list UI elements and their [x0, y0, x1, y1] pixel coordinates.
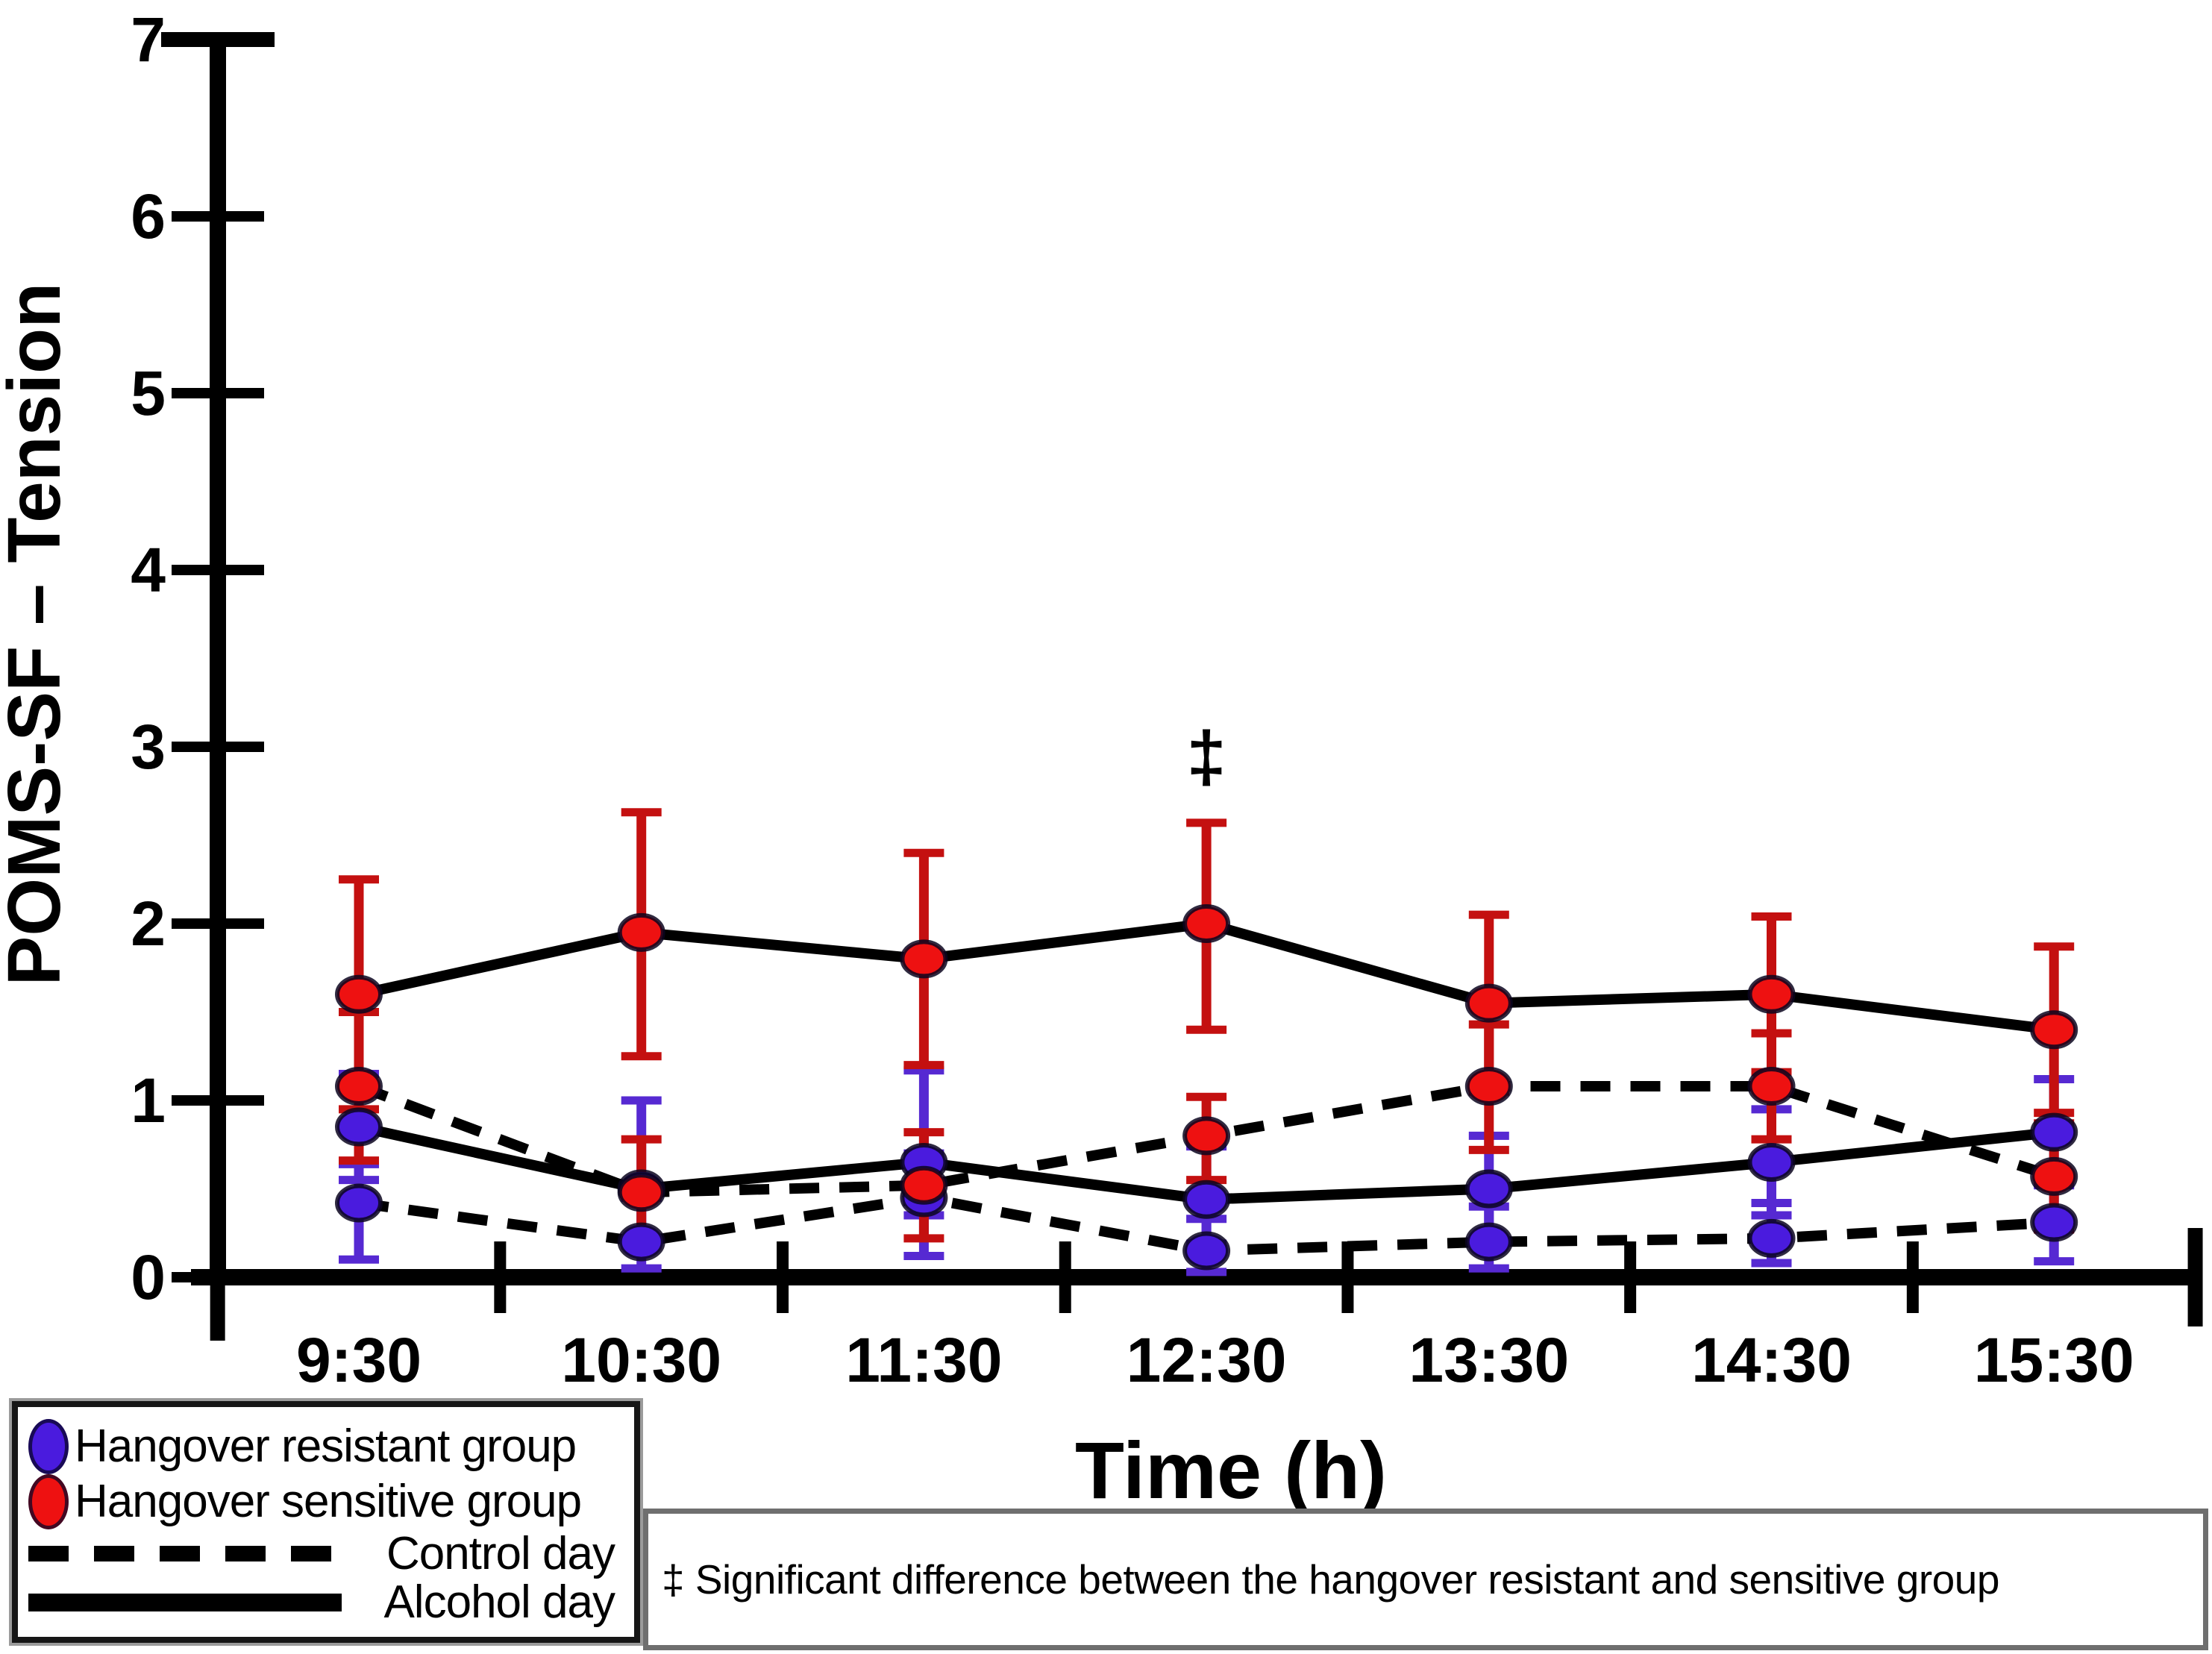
x-tick-labels: 9:30 10:30 11:30 12:30 13:30 14:30 15:30 [296, 1325, 2134, 1395]
data-point-resistant-control [2030, 1203, 2078, 1242]
legend-item-alcohol-day: Alcohol day [28, 1578, 625, 1626]
red-ellipse-icon [28, 1474, 69, 1529]
axes [191, 34, 2202, 1285]
solid-line-icon [28, 1593, 342, 1611]
x-tick-label: 12:30 [1127, 1325, 1287, 1395]
legend-label: Hangover resistant group [75, 1420, 577, 1473]
legend-item-control-day: Control day [28, 1529, 625, 1578]
blue-ellipse-icon [28, 1419, 69, 1474]
data-point-resistant-control [617, 1222, 665, 1262]
y-tick-label: 0 [131, 1242, 166, 1312]
y-tick-label: 7 [131, 4, 166, 75]
y-tick-label: 5 [131, 358, 166, 428]
data-point-sensitive-control [335, 1067, 383, 1106]
data-point-sensitive-control [2030, 1156, 2078, 1196]
data-point-resistant-alcohol [335, 1107, 383, 1147]
legend-box: Hangover resistant group Hangover sensit… [9, 1398, 643, 1646]
y-tick-label: 2 [131, 889, 166, 959]
x-tick-label: 9:30 [296, 1325, 422, 1395]
legend-label: Hangover sensitive group [75, 1476, 582, 1528]
data-point-sensitive-control [1182, 1116, 1231, 1156]
data-point-sensitive-alcohol [2030, 1010, 2078, 1050]
legend-label: Alcohol day [383, 1576, 615, 1629]
footnote-box: ‡ Significant difference between the han… [643, 1509, 2208, 1650]
data-point-resistant-control [1182, 1231, 1231, 1271]
data-point-resistant-alcohol [1182, 1180, 1231, 1219]
markers-resistant-alcohol [335, 1107, 2078, 1219]
y-tick-label: 6 [131, 181, 166, 251]
footnote-text: ‡ Significant difference between the han… [662, 1556, 1999, 1603]
data-point-resistant-alcohol [2030, 1112, 2078, 1152]
legend-item-resistant-group: Hangover resistant group [28, 1419, 625, 1474]
x-tick-label: 15:30 [1974, 1325, 2134, 1395]
double-dagger-symbol: ‡ [1186, 717, 1226, 797]
x-axis-title: Time (h) [1075, 1425, 1387, 1515]
x-tick-label: 13:30 [1409, 1325, 1569, 1395]
data-point-sensitive-control [900, 1165, 948, 1205]
markers-sensitive-alcohol [335, 904, 2078, 1050]
dashed-line-icon [28, 1546, 342, 1562]
data-point-sensitive-alcohol [900, 939, 948, 979]
data-point-resistant-alcohol [1464, 1169, 1513, 1209]
data-point-resistant-control [1747, 1218, 1796, 1258]
y-tick-label: 4 [131, 535, 166, 605]
data-point-sensitive-alcohol [1464, 983, 1513, 1023]
annotation-dagger: ‡ [1186, 717, 1226, 797]
legend-label: Control day [386, 1528, 615, 1579]
legend-item-sensitive-group: Hangover sensitive group [28, 1474, 625, 1529]
data-point-sensitive-alcohol [1747, 974, 1796, 1014]
axis-titles: Time (h) POMS-SF – Tension [0, 283, 1387, 1515]
data-point-sensitive-control [1464, 1067, 1513, 1106]
data-point-resistant-control [335, 1183, 383, 1223]
y-axis-title: POMS-SF – Tension [0, 283, 76, 986]
x-tick-label: 11:30 [845, 1325, 1002, 1395]
y-tick-label: 3 [131, 712, 166, 782]
data-point-sensitive-alcohol [617, 912, 665, 952]
error-bars-sensitive-alcohol [339, 808, 2075, 1118]
x-tick-label: 14:30 [1691, 1325, 1852, 1395]
data-point-sensitive-control [617, 1173, 665, 1212]
data-point-sensitive-alcohol [335, 974, 383, 1014]
markers-sensitive-control [335, 1067, 2078, 1212]
data-point-resistant-control [1464, 1222, 1513, 1262]
x-ticks [210, 1214, 2203, 1341]
data-point-resistant-alcohol [1747, 1142, 1796, 1182]
y-ticks: 0 1 2 3 4 5 6 7 [131, 4, 275, 1312]
y-tick-label: 1 [131, 1065, 166, 1135]
x-tick-label: 10:30 [561, 1325, 721, 1395]
data-point-sensitive-control [1747, 1067, 1796, 1106]
data-point-sensitive-alcohol [1182, 904, 1231, 943]
